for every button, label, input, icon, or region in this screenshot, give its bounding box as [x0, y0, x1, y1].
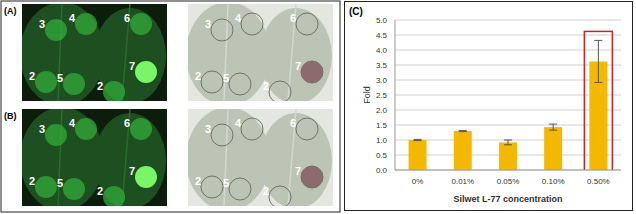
svg-text:5: 5 [57, 72, 63, 84]
svg-text:2: 2 [29, 70, 35, 82]
svg-text:(B): (B) [8, 111, 17, 121]
html-text:(C): (C) [349, 6, 363, 17]
svg-text:7: 7 [295, 60, 301, 72]
svg-text:0.10%: 0.10% [542, 177, 565, 186]
svg-text:3.5: 3.5 [376, 61, 388, 70]
svg-text:4.0: 4.0 [376, 46, 388, 55]
svg-text:7: 7 [129, 165, 135, 177]
svg-text:6: 6 [124, 117, 130, 129]
svg-text:4: 4 [69, 12, 76, 24]
svg-text:0.01%: 0.01% [451, 177, 474, 186]
svg-text:0%: 0% [412, 177, 424, 186]
svg-text:5.0: 5.0 [376, 16, 388, 25]
svg-text:Fold: Fold [362, 86, 372, 104]
svg-text:5: 5 [57, 177, 63, 189]
svg-text:3: 3 [205, 18, 211, 30]
svg-text:4.5: 4.5 [376, 31, 388, 40]
svg-text:1.0: 1.0 [376, 136, 388, 145]
svg-text:2: 2 [29, 175, 35, 187]
svg-text:2: 2 [263, 185, 269, 197]
svg-text:2.0: 2.0 [376, 106, 388, 115]
svg-text:2: 2 [195, 175, 201, 187]
svg-text:3: 3 [39, 123, 45, 135]
svg-text:7: 7 [295, 165, 301, 177]
svg-text:0.0: 0.0 [376, 166, 388, 175]
svg-text:6: 6 [290, 12, 296, 24]
svg-text:5: 5 [223, 72, 229, 84]
svg-text:0.50%: 0.50% [587, 177, 610, 186]
svg-text:2: 2 [263, 80, 269, 92]
svg-text:3: 3 [205, 123, 211, 135]
svg-text:1.5: 1.5 [376, 121, 388, 130]
svg-text:7: 7 [129, 60, 135, 72]
svg-text:2: 2 [195, 70, 201, 82]
svg-text:2: 2 [97, 185, 103, 197]
svg-text:Silwet L-77 concentration: Silwet L-77 concentration [453, 194, 562, 204]
svg-text:4: 4 [69, 117, 76, 129]
svg-text:3: 3 [39, 18, 45, 30]
svg-text:5: 5 [223, 177, 229, 189]
svg-text:2.5: 2.5 [376, 91, 388, 100]
svg-text:0.05%: 0.05% [497, 177, 520, 186]
svg-text:3.0: 3.0 [376, 76, 388, 85]
svg-text:6: 6 [290, 117, 296, 129]
svg-text:0.5: 0.5 [376, 151, 388, 160]
svg-text:2: 2 [97, 80, 103, 92]
svg-text:4: 4 [235, 12, 242, 24]
svg-text:4: 4 [235, 117, 242, 129]
svg-text:6: 6 [124, 12, 130, 24]
svg-text:(A): (A) [8, 6, 17, 16]
